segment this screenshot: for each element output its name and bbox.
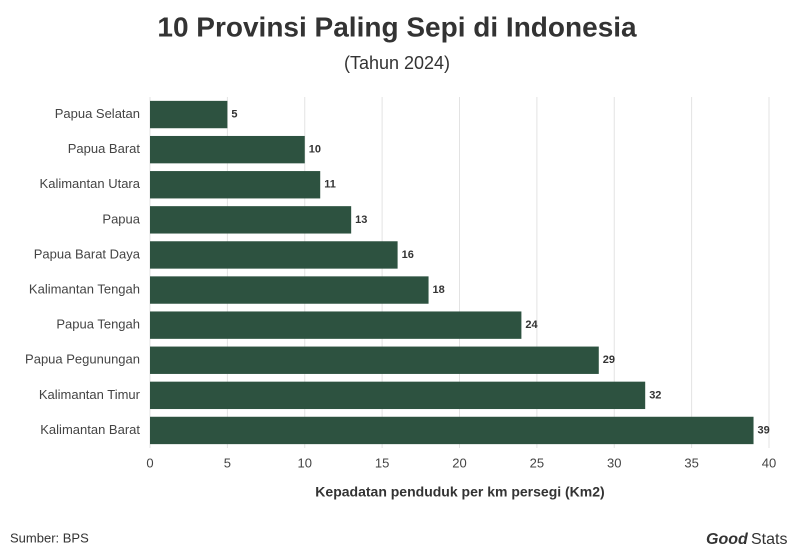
bar: [150, 311, 522, 339]
bar: [150, 346, 599, 374]
x-tick-label: 25: [530, 455, 544, 470]
source: Sumber: BPS: [10, 530, 89, 545]
value-label: 10: [309, 144, 321, 156]
bar: [150, 135, 305, 164]
bar: [150, 276, 429, 304]
bar: [150, 416, 754, 445]
chart-subtitle: (Tahun 2024): [344, 53, 450, 73]
value-label: 5: [231, 108, 237, 120]
x-tick-label: 30: [607, 455, 621, 470]
value-label: 16: [402, 249, 414, 261]
logo-stats: Stats: [751, 531, 787, 548]
y-tick-label: Kalimantan Barat: [40, 422, 140, 437]
y-tick-label: Kalimantan Timur: [39, 387, 141, 402]
y-tick-label: Papua Pegunungan: [25, 352, 140, 367]
y-tick-label: Papua: [102, 211, 140, 226]
value-label: 32: [649, 389, 661, 401]
y-tick-label: Kalimantan Tengah: [29, 281, 140, 296]
value-label: 29: [603, 354, 615, 366]
x-axis-label: Kepadatan penduduk per km persegi (Km2): [315, 484, 604, 500]
chart-title: 10 Provinsi Paling Sepi di Indonesia: [157, 11, 637, 42]
y-tick-label: Papua Selatan: [55, 106, 140, 121]
value-label: 24: [525, 319, 538, 331]
x-tick-label: 35: [684, 455, 698, 470]
logo-good: Good: [706, 531, 749, 548]
value-label: 39: [758, 424, 770, 436]
y-tick-label: Papua Barat: [68, 141, 141, 156]
x-tick-label: 5: [224, 455, 231, 470]
x-tick-label: 0: [146, 455, 153, 470]
bar: [150, 381, 646, 410]
x-tick-label: 40: [762, 455, 776, 470]
y-tick-label: Papua Barat Daya: [34, 246, 141, 261]
bar: [150, 100, 228, 129]
bar: [150, 241, 398, 269]
value-label: 11: [324, 179, 336, 191]
bar: [150, 171, 321, 199]
value-label: 13: [355, 214, 367, 226]
x-tick-label: 15: [375, 455, 389, 470]
x-tick-label: 10: [298, 455, 312, 470]
x-tick-label: 20: [452, 455, 466, 470]
y-tick-label: Kalimantan Utara: [40, 176, 141, 191]
value-label: 18: [433, 284, 445, 296]
y-tick-label: Papua Tengah: [56, 317, 140, 332]
bar: [150, 206, 352, 234]
